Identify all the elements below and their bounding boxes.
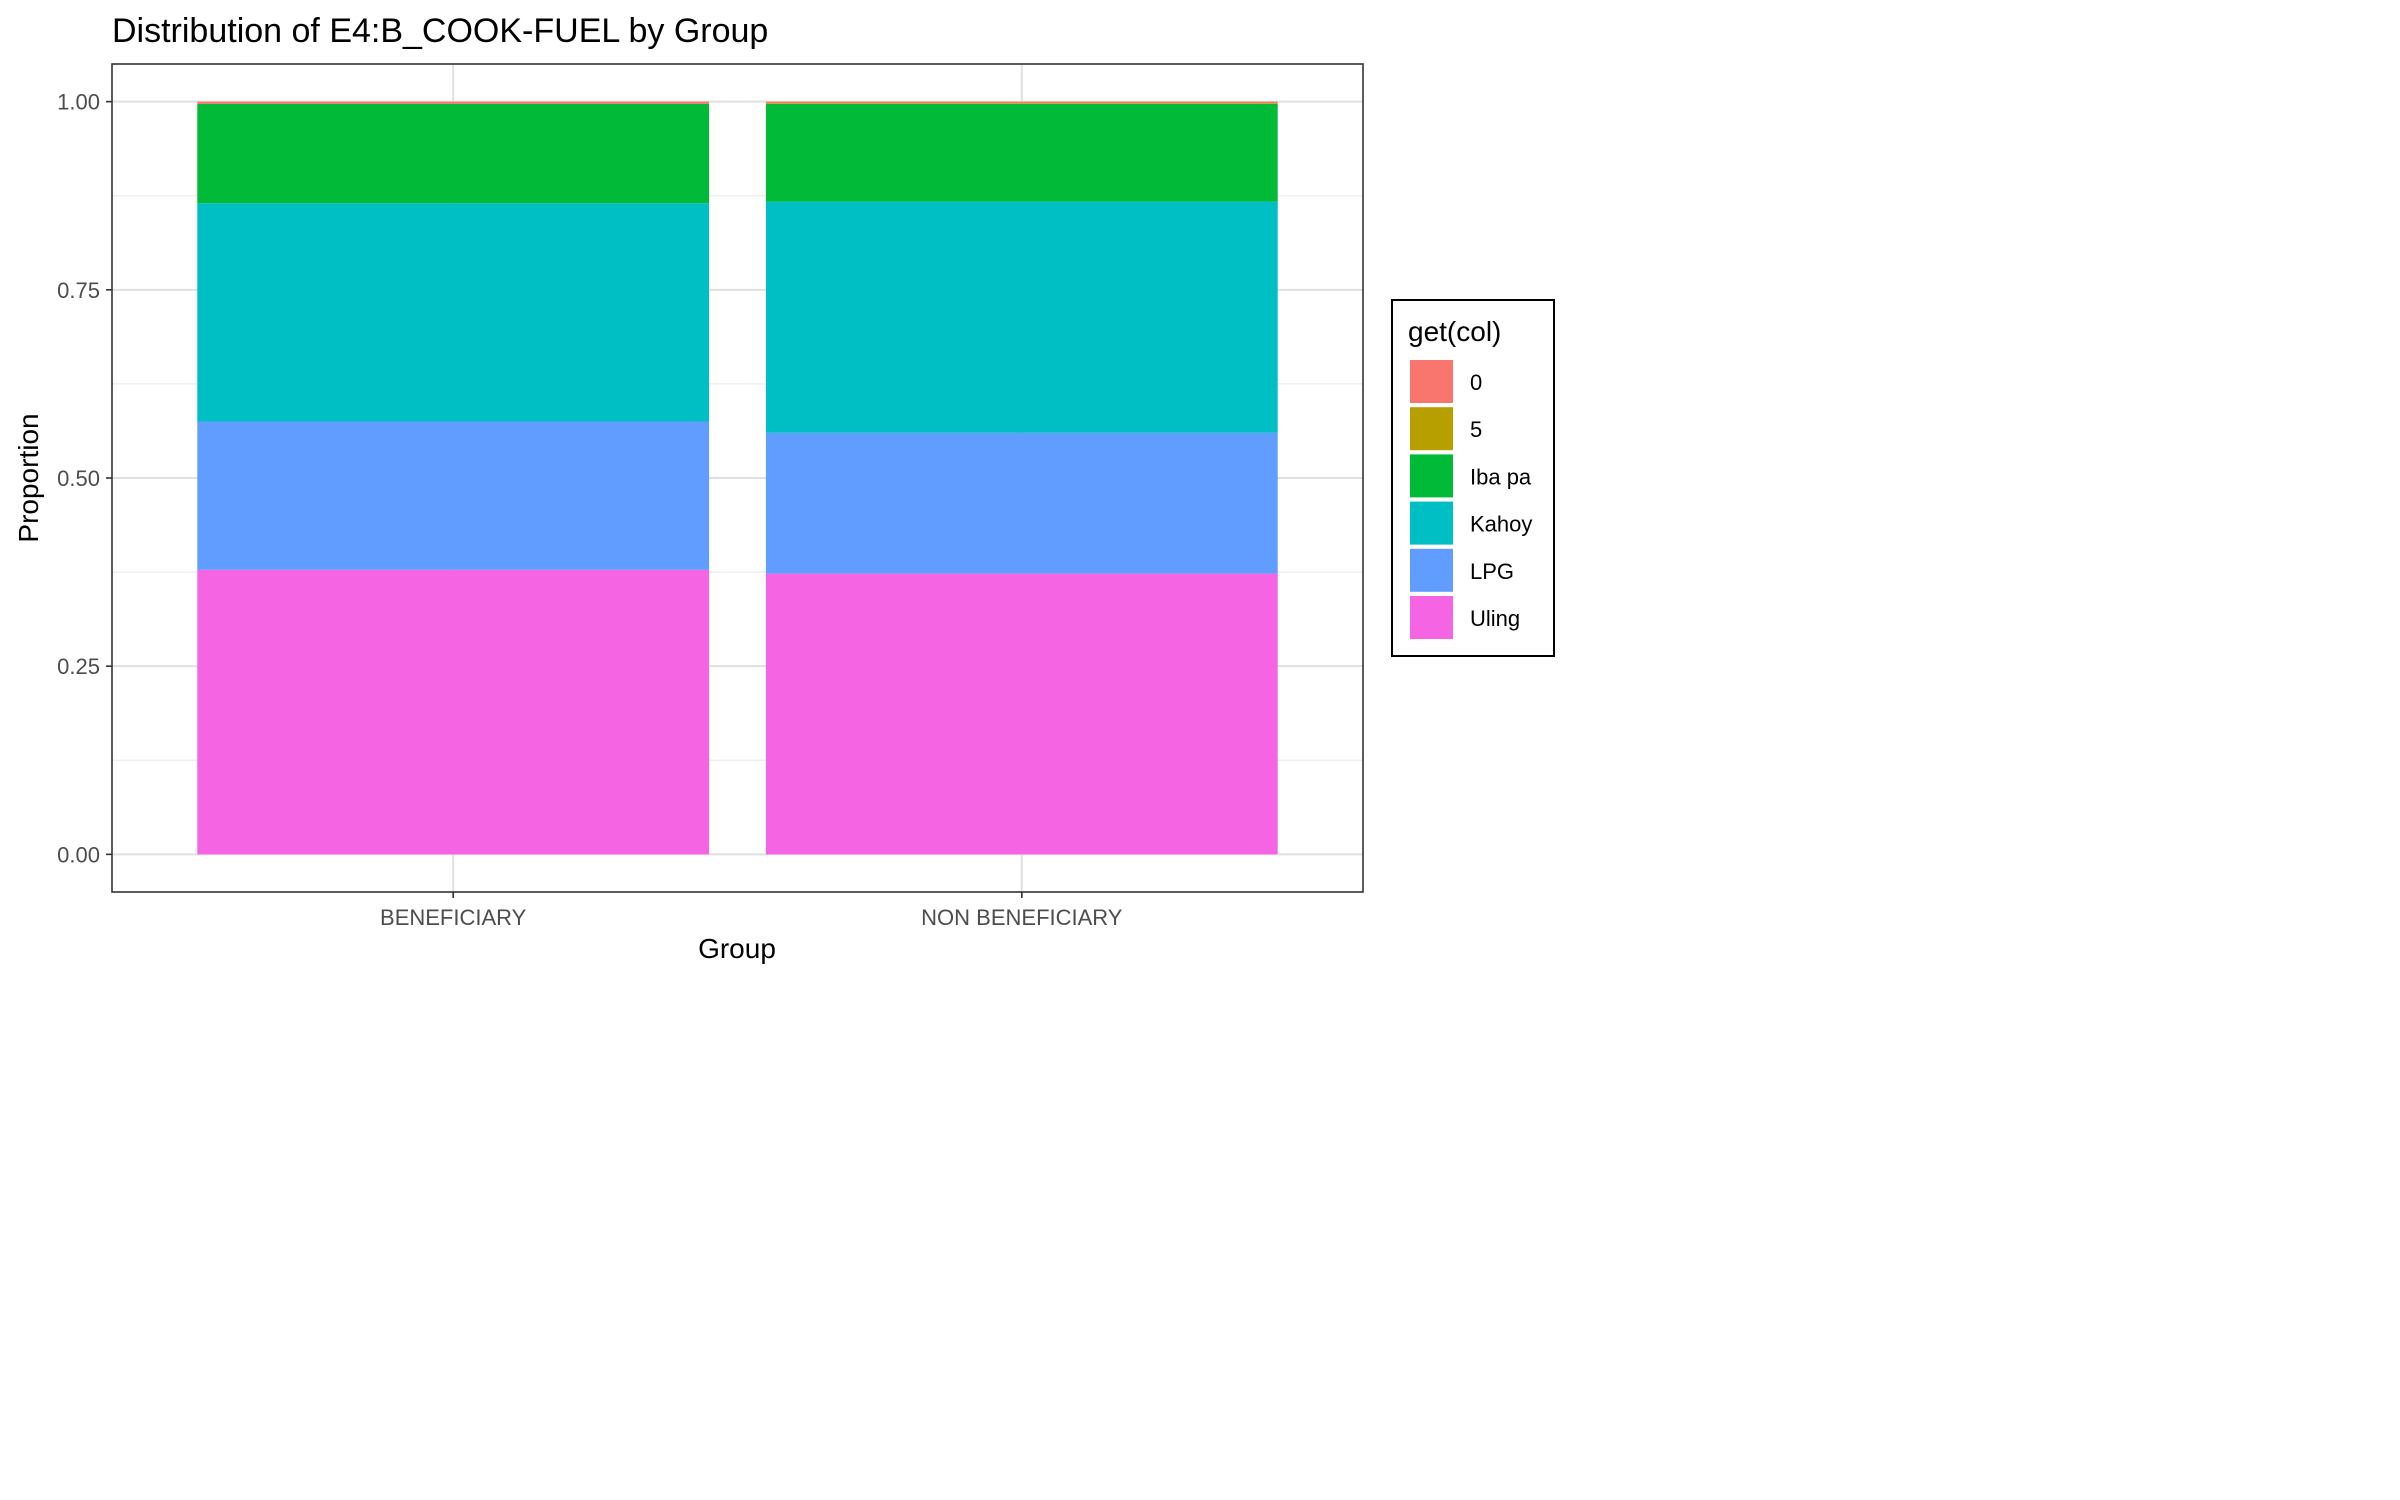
chart-container: Distribution of E4:B_COOK-FUEL by Group … — [0, 0, 1568, 980]
chart-title: Distribution of E4:B_COOK-FUEL by Group — [112, 12, 768, 50]
bar-segment — [197, 203, 710, 422]
legend-label: Kahoy — [1470, 512, 1532, 537]
y-tick-label: 1.00 — [57, 90, 100, 115]
bar-segment — [197, 101, 710, 104]
bar-segment — [765, 432, 1278, 574]
legend-label: LPG — [1470, 559, 1514, 584]
x-axis: BENEFICIARY NON BENEFICIARY — [380, 892, 1123, 930]
legend-key — [1410, 454, 1453, 498]
bar-segment — [765, 103, 1278, 202]
legend-title: get(col) — [1408, 316, 1501, 347]
legend-label: 5 — [1470, 417, 1482, 442]
y-tick-label: 0.25 — [57, 654, 100, 679]
y-axis: 0.00 0.25 0.50 0.75 1.00 — [57, 90, 112, 867]
bar-segment — [197, 103, 710, 204]
bar-segment — [197, 421, 710, 570]
legend-label: 0 — [1470, 370, 1482, 395]
bar-segment — [765, 573, 1278, 855]
legend-label: Uling — [1470, 606, 1520, 631]
x-axis-label: Group — [698, 933, 776, 964]
x-tick-label: NON BENEFICIARY — [921, 905, 1123, 930]
y-axis-label: Proportion — [13, 413, 44, 542]
x-tick-label: BENEFICIARY — [380, 905, 527, 930]
bars — [197, 101, 1278, 855]
bar-segment — [197, 569, 710, 855]
bar-segment — [765, 101, 1278, 104]
bar-segment — [765, 201, 1278, 433]
stacked-bar-chart: Distribution of E4:B_COOK-FUEL by Group … — [0, 0, 1568, 980]
y-tick-label: 0.00 — [57, 842, 100, 867]
bar-segment — [765, 103, 1278, 104]
legend-key — [1410, 407, 1453, 451]
legend-key — [1410, 501, 1453, 545]
legend-key — [1410, 548, 1453, 592]
legend-label: Iba pa — [1470, 464, 1532, 489]
legend-key — [1410, 596, 1453, 639]
y-tick-label: 0.50 — [57, 466, 100, 491]
legend-key — [1410, 360, 1453, 403]
legend: get(col) 0 5 Iba pa Kahoy LPG Uling — [1391, 299, 1555, 657]
y-tick-label: 0.75 — [57, 278, 100, 303]
